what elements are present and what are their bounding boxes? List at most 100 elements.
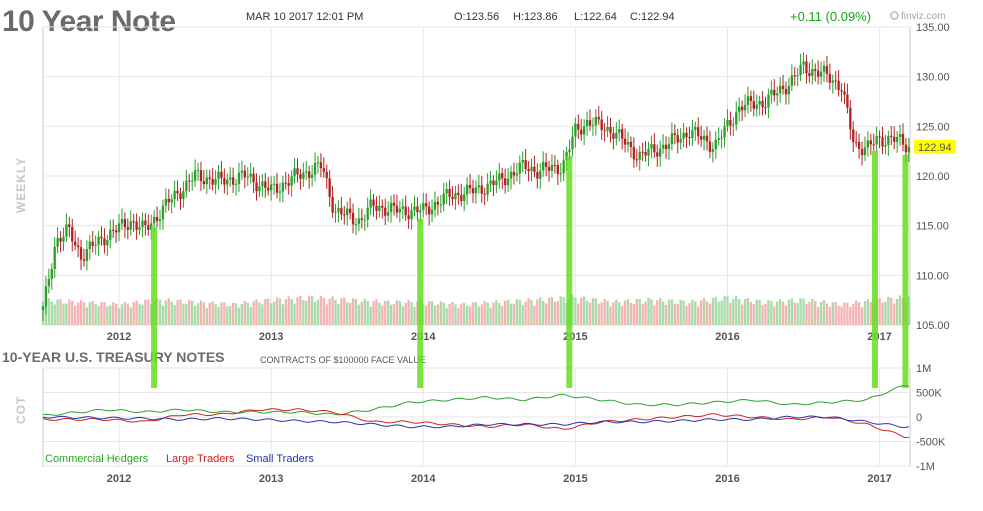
volume-bar: [158, 299, 162, 325]
volume-bar: [395, 300, 399, 325]
candle-body: [875, 136, 878, 145]
candle-body: [740, 106, 744, 111]
volume-bar: [781, 301, 785, 325]
volume-bar: [234, 303, 238, 325]
candle-body: [123, 219, 127, 228]
candle-body: [659, 148, 662, 157]
volume-bar: [293, 303, 296, 325]
volume-bar: [433, 305, 437, 325]
high-value: H:123.86: [513, 11, 558, 23]
highlight-bar: [417, 218, 424, 388]
volume-bar: [199, 300, 203, 325]
candle-body: [191, 180, 194, 182]
candle-body: [855, 141, 858, 143]
candle-body: [857, 142, 861, 149]
volume-bar: [243, 300, 246, 325]
volume-bar: [746, 297, 750, 325]
candle-body: [384, 207, 387, 216]
volume-bar: [129, 307, 132, 325]
candle-body: [559, 173, 562, 175]
volume-bar: [106, 306, 109, 325]
volume-bar: [369, 306, 372, 325]
low-value: L:122.64: [574, 11, 617, 23]
candle-body: [50, 269, 53, 279]
candle-body: [761, 100, 764, 108]
volume-bar: [714, 297, 717, 325]
candle-body: [94, 244, 97, 246]
cot-series-commercial-hedgers: [42, 385, 909, 416]
candle-body: [460, 194, 463, 202]
volume-bar: [591, 298, 595, 325]
volume-bar: [237, 307, 241, 325]
volume-bar: [588, 302, 592, 325]
candle-body: [893, 136, 896, 142]
candle-body: [88, 241, 91, 250]
volume-bar: [463, 302, 466, 325]
volume-bar: [524, 301, 527, 325]
finviz-logo-icon: [890, 11, 899, 20]
candle-body: [91, 241, 94, 246]
candle-body: [755, 104, 758, 109]
volume-bar: [495, 300, 498, 325]
volume-bar: [427, 301, 431, 325]
volume-bar: [217, 306, 220, 325]
candle-body: [129, 221, 132, 230]
volume-bar: [802, 298, 805, 325]
volume-bar: [670, 299, 674, 325]
candle-body: [331, 196, 334, 213]
x-tick-label: 2015: [563, 473, 587, 485]
volume-bar: [667, 299, 671, 325]
candle-body: [366, 207, 369, 220]
volume-bar: [229, 306, 232, 325]
candle-body: [302, 172, 305, 179]
brand-logo[interactable]: finviz.com: [890, 11, 945, 22]
volume-bar: [114, 303, 118, 325]
volume-bar: [702, 298, 706, 325]
candle-body: [398, 208, 402, 213]
candle-body: [852, 129, 855, 142]
candle-body: [389, 202, 393, 213]
candle-body: [468, 184, 472, 189]
volume-bar: [448, 303, 451, 325]
candle-body: [322, 168, 325, 172]
volume-bar: [231, 302, 235, 325]
candle-body: [275, 183, 279, 193]
volume-bar: [834, 302, 837, 325]
candle-body: [676, 135, 679, 143]
candle-body: [702, 135, 706, 140]
cot-title: 10-YEAR U.S. TREASURY NOTES: [2, 349, 225, 365]
candle-body: [325, 171, 328, 179]
volume-bar: [100, 302, 103, 325]
candle-body: [413, 206, 416, 211]
candle-body: [544, 162, 548, 167]
candle-body: [465, 184, 469, 195]
volume-bar: [822, 300, 826, 325]
volume-bar: [316, 299, 320, 325]
candle-body: [173, 190, 176, 200]
candle-body: [647, 148, 650, 156]
candle-body: [179, 193, 182, 200]
volume-bar: [846, 302, 849, 325]
volume-bar: [647, 297, 650, 325]
volume-bar: [799, 298, 802, 325]
candle-body: [726, 119, 729, 127]
volume-bar: [705, 301, 709, 325]
candle-body: [62, 236, 65, 242]
candle-body: [837, 80, 840, 91]
volume-bar: [852, 303, 855, 325]
candle-body: [223, 177, 226, 185]
volume-bar: [389, 304, 393, 325]
candle-body: [518, 162, 521, 174]
volume-bar: [498, 302, 501, 325]
volume-bar: [59, 299, 62, 325]
volume-bar: [138, 303, 141, 325]
volume-bar: [161, 305, 165, 325]
volume-bar: [673, 303, 676, 325]
volume-bar: [141, 304, 144, 325]
volume-bar: [50, 301, 53, 325]
volume-bar: [489, 307, 492, 325]
candle-body: [334, 211, 337, 213]
volume-bar: [91, 300, 94, 325]
candle-body: [56, 237, 59, 247]
